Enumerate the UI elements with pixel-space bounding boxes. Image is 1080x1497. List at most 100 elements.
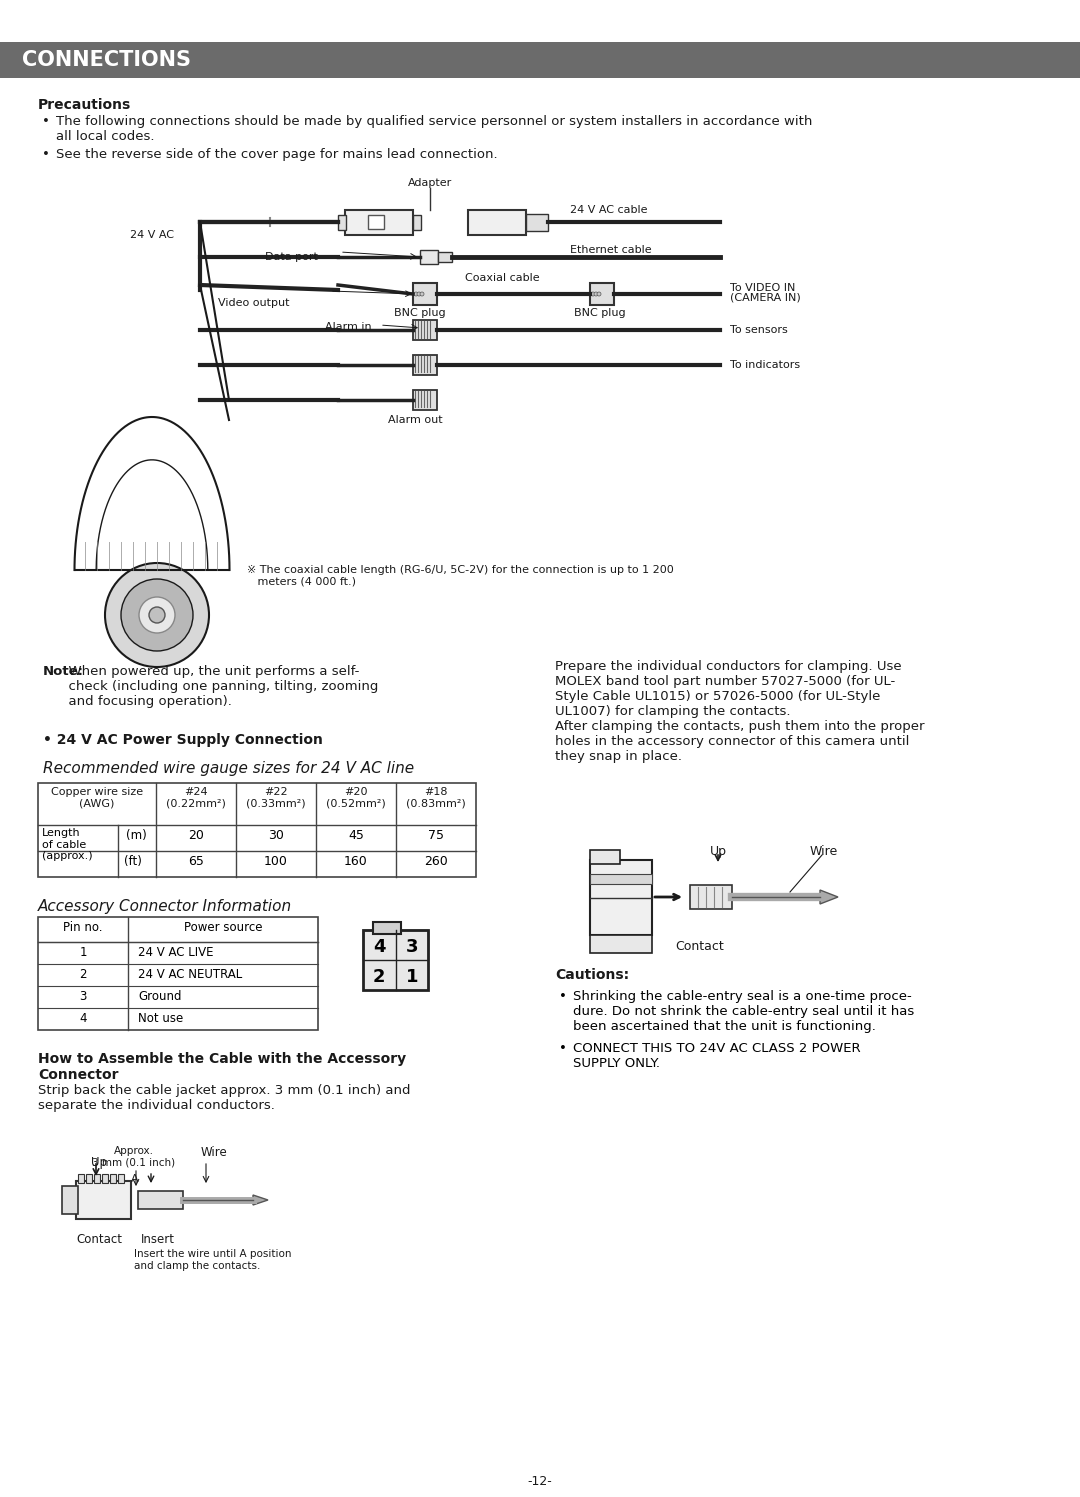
- Text: 3: 3: [79, 990, 86, 1003]
- Text: Not use: Not use: [138, 1012, 184, 1025]
- Text: Pin no.: Pin no.: [64, 921, 103, 934]
- Text: 30: 30: [268, 829, 284, 841]
- Text: Copper wire size
(AWG): Copper wire size (AWG): [51, 787, 143, 808]
- Circle shape: [121, 579, 193, 651]
- Bar: [590, 859, 652, 936]
- Circle shape: [594, 292, 598, 296]
- Text: (CAMERA IN): (CAMERA IN): [730, 293, 800, 302]
- Text: Insert: Insert: [141, 1234, 175, 1246]
- Text: ※ The coaxial cable length (RG-6/U, 5C-2V) for the connection is up to 1 200
   : ※ The coaxial cable length (RG-6/U, 5C-2…: [247, 564, 674, 587]
- Bar: [413, 283, 437, 305]
- Text: •: •: [42, 115, 50, 129]
- Text: 24 V AC LIVE: 24 V AC LIVE: [138, 946, 214, 960]
- Circle shape: [149, 606, 165, 623]
- Text: BNC plug: BNC plug: [394, 308, 446, 317]
- Text: Cautions:: Cautions:: [555, 969, 630, 982]
- Text: The following connections should be made by qualified service personnel or syste: The following connections should be made…: [56, 115, 812, 144]
- Text: Coaxial cable: Coaxial cable: [465, 272, 540, 283]
- Bar: [363, 930, 428, 990]
- Text: 160: 160: [345, 855, 368, 868]
- Polygon shape: [820, 891, 838, 904]
- Text: Wire: Wire: [201, 1147, 228, 1159]
- Text: 24 V AC cable: 24 V AC cable: [570, 205, 648, 216]
- Text: A: A: [131, 1174, 138, 1184]
- Text: Alarm in: Alarm in: [325, 322, 372, 332]
- Bar: [345, 210, 413, 235]
- Bar: [438, 251, 453, 262]
- Circle shape: [420, 292, 424, 296]
- Bar: [62, 1186, 78, 1214]
- Bar: [86, 1174, 92, 1183]
- Text: 2: 2: [79, 969, 86, 981]
- Bar: [590, 874, 652, 885]
- Text: 4: 4: [79, 1012, 86, 1025]
- Bar: [368, 216, 384, 229]
- Text: #18
(0.83mm²): #18 (0.83mm²): [406, 787, 465, 808]
- Text: -12-: -12-: [528, 1475, 552, 1488]
- Text: Ethernet cable: Ethernet cable: [570, 246, 651, 254]
- Bar: [138, 1192, 183, 1210]
- Bar: [413, 216, 421, 231]
- Circle shape: [591, 292, 595, 296]
- Text: 20: 20: [188, 829, 204, 841]
- Text: CONNECTIONS: CONNECTIONS: [22, 49, 191, 70]
- Bar: [468, 210, 526, 235]
- Bar: [102, 1174, 108, 1183]
- Bar: [94, 1174, 100, 1183]
- Text: See the reverse side of the cover page for mains lead connection.: See the reverse side of the cover page f…: [56, 148, 498, 162]
- Text: Prepare the individual conductors for clamping. Use
MOLEX band tool part number : Prepare the individual conductors for cl…: [555, 660, 924, 763]
- Bar: [590, 936, 652, 954]
- Bar: [590, 283, 615, 305]
- Text: 100: 100: [265, 855, 288, 868]
- Text: Ground: Ground: [138, 990, 181, 1003]
- Text: To sensors: To sensors: [730, 325, 787, 335]
- Text: 24 V AC NEUTRAL: 24 V AC NEUTRAL: [138, 969, 242, 981]
- Text: 4: 4: [373, 939, 386, 957]
- Text: Alarm out: Alarm out: [388, 415, 443, 425]
- Text: Strip back the cable jacket approx. 3 mm (0.1 inch) and
separate the individual : Strip back the cable jacket approx. 3 mm…: [38, 1084, 410, 1112]
- Text: •: •: [42, 148, 50, 162]
- Text: Recommended wire gauge sizes for 24 V AC line: Recommended wire gauge sizes for 24 V AC…: [43, 760, 414, 775]
- Text: To VIDEO IN: To VIDEO IN: [730, 283, 795, 293]
- Polygon shape: [253, 1195, 268, 1205]
- Text: CONNECT THIS TO 24V AC CLASS 2 POWER
SUPPLY ONLY.: CONNECT THIS TO 24V AC CLASS 2 POWER SUP…: [573, 1042, 861, 1070]
- Text: •: •: [559, 1042, 567, 1055]
- Text: 1: 1: [405, 969, 418, 987]
- Bar: [338, 216, 346, 231]
- Text: Approx.
3 mm (0.1 inch): Approx. 3 mm (0.1 inch): [93, 1147, 176, 1168]
- Text: 24 V AC: 24 V AC: [130, 231, 174, 240]
- Text: Up: Up: [91, 1156, 107, 1169]
- Text: 65: 65: [188, 855, 204, 868]
- Text: Insert the wire until A position
and clamp the contacts.: Insert the wire until A position and cla…: [134, 1248, 292, 1271]
- Bar: [413, 320, 437, 340]
- Text: #20
(0.52mm²): #20 (0.52mm²): [326, 787, 386, 808]
- Text: Precautions: Precautions: [38, 97, 132, 112]
- Bar: [420, 250, 438, 263]
- Bar: [110, 1174, 116, 1183]
- Bar: [38, 783, 476, 877]
- Text: Adapter: Adapter: [408, 178, 453, 189]
- Bar: [78, 1174, 84, 1183]
- Text: 3: 3: [405, 939, 418, 957]
- Text: 2: 2: [373, 969, 386, 987]
- Text: BNC plug: BNC plug: [575, 308, 625, 317]
- Text: When powered up, the unit performs a self-
      check (including one panning, t: When powered up, the unit performs a sel…: [43, 665, 378, 708]
- Circle shape: [139, 597, 175, 633]
- Text: Contact: Contact: [676, 940, 725, 954]
- Text: 45: 45: [348, 829, 364, 841]
- Circle shape: [105, 563, 210, 668]
- Bar: [76, 1181, 131, 1219]
- Text: 260: 260: [424, 855, 448, 868]
- Circle shape: [417, 292, 421, 296]
- Text: #22
(0.33mm²): #22 (0.33mm²): [246, 787, 306, 808]
- Text: 75: 75: [428, 829, 444, 841]
- Bar: [373, 922, 401, 934]
- Text: (m): (m): [126, 829, 147, 841]
- Text: 1: 1: [79, 946, 86, 960]
- Bar: [363, 930, 428, 960]
- Text: Shrinking the cable-entry seal is a one-time proce-
dure. Do not shrink the cabl: Shrinking the cable-entry seal is a one-…: [573, 990, 915, 1033]
- Bar: [0, 42, 1080, 78]
- Text: •: •: [559, 990, 567, 1003]
- Circle shape: [414, 292, 418, 296]
- Text: To indicators: To indicators: [730, 359, 800, 370]
